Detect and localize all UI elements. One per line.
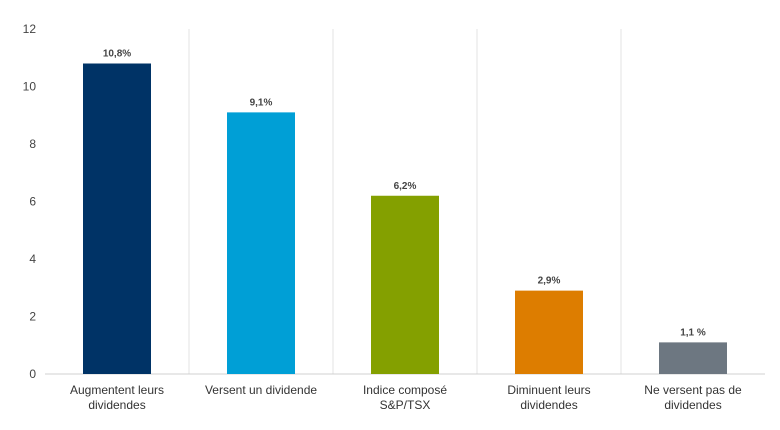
bar	[83, 63, 151, 374]
category-label: dividendes	[520, 398, 577, 412]
y-tick-label: 8	[29, 137, 36, 151]
bar	[371, 195, 439, 374]
data-label: 9,1%	[250, 97, 273, 108]
category-label: S&P/TSX	[380, 398, 431, 412]
bars	[83, 63, 727, 374]
data-label: 2,9%	[538, 276, 561, 287]
bar	[659, 342, 727, 374]
category-label: Indice composé	[363, 383, 447, 397]
y-axis: 0 2 4 6 8 10 12	[23, 22, 37, 381]
category-label: Versent un dividende	[205, 383, 317, 397]
data-label: 1,1 %	[680, 327, 706, 338]
y-tick-label: 0	[29, 367, 36, 381]
category-label: Ne versent pas de	[644, 383, 742, 397]
y-tick-label: 6	[29, 195, 36, 209]
y-tick-label: 10	[23, 80, 37, 94]
y-tick-label: 4	[29, 252, 36, 266]
category-label: Diminuent leurs	[507, 383, 590, 397]
data-labels: 10,8% 9,1% 6,2% 2,9% 1,1 %	[103, 49, 706, 339]
bar	[515, 290, 583, 374]
category-label: dividendes	[88, 398, 145, 412]
data-label: 10,8%	[103, 49, 131, 60]
data-label: 6,2%	[394, 181, 417, 192]
category-label: Augmentent leurs	[70, 383, 164, 397]
y-tick-label: 2	[29, 310, 36, 324]
bar	[227, 112, 295, 374]
y-tick-label: 12	[23, 22, 37, 36]
category-label: dividendes	[664, 398, 721, 412]
